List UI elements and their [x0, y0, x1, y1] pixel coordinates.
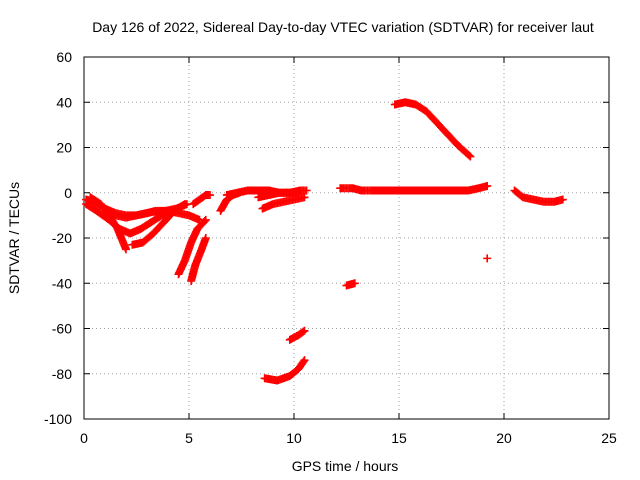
- data-point: [300, 356, 309, 365]
- grid: [83, 56, 610, 420]
- data-point: [300, 326, 309, 335]
- data-point: [294, 188, 303, 197]
- x-tick-label: 25: [601, 430, 617, 446]
- data-point: [299, 357, 308, 366]
- chart-title: Day 126 of 2022, Sidereal Day-to-day VTE…: [92, 19, 594, 35]
- x-axis-label: GPS time / hours: [292, 458, 399, 474]
- series-arc-17: [390, 98, 475, 161]
- y-tick-label: -40: [52, 275, 72, 291]
- y-tick-label: -100: [44, 411, 72, 427]
- x-tick-label: 15: [391, 430, 407, 446]
- series-arc-16: [336, 181, 492, 195]
- y-tick-label: -20: [52, 230, 72, 246]
- series-arc-18: [342, 279, 359, 290]
- x-tick-label: 20: [496, 430, 512, 446]
- series-arc-6: [151, 200, 191, 218]
- data-point: [483, 181, 492, 190]
- y-tick-label: -60: [52, 321, 72, 337]
- series-arc-9: [189, 191, 214, 209]
- y-tick-label: -80: [52, 366, 72, 382]
- series-arc-14: [260, 356, 309, 385]
- series-arc-4: [101, 206, 160, 222]
- data-point: [300, 193, 309, 202]
- data-point: [200, 217, 209, 226]
- tick-labels: 0 5 10 15 20 25 -100 -80 -60 -40 -20 0 20 40 60: [44, 49, 617, 446]
- data-point: [206, 191, 214, 200]
- data-point: [122, 245, 130, 254]
- data-point: [201, 234, 210, 242]
- data-markers: [82, 98, 567, 385]
- y-tick-label: 60: [56, 49, 72, 65]
- series-arc-3: [86, 193, 130, 254]
- series-arc-13: [254, 188, 303, 202]
- series-arc-15: [285, 326, 309, 344]
- data-point: [299, 327, 308, 336]
- x-tick-label: 0: [80, 430, 88, 446]
- plot-frame: [83, 56, 610, 420]
- data-point: [466, 152, 475, 161]
- data-point: [302, 186, 311, 195]
- series-arc-20: [510, 186, 567, 206]
- series-arc-7: [174, 215, 210, 279]
- data-point: [483, 254, 492, 263]
- data-point: [558, 195, 567, 204]
- x-tick-label: 10: [286, 430, 302, 446]
- y-tick-label: 0: [64, 185, 72, 201]
- series-arc-5: [128, 200, 189, 249]
- data-point: [201, 215, 210, 224]
- y-tick-label: 20: [56, 140, 72, 156]
- data-point: [465, 151, 474, 160]
- series-arc-8: [187, 234, 210, 285]
- data-point: [350, 279, 359, 288]
- y-axis-label: SDTVAR / TECUs: [6, 182, 22, 294]
- series-arc-19: [483, 254, 492, 263]
- y-tick-label: 40: [56, 94, 72, 110]
- x-tick-label: 5: [185, 430, 193, 446]
